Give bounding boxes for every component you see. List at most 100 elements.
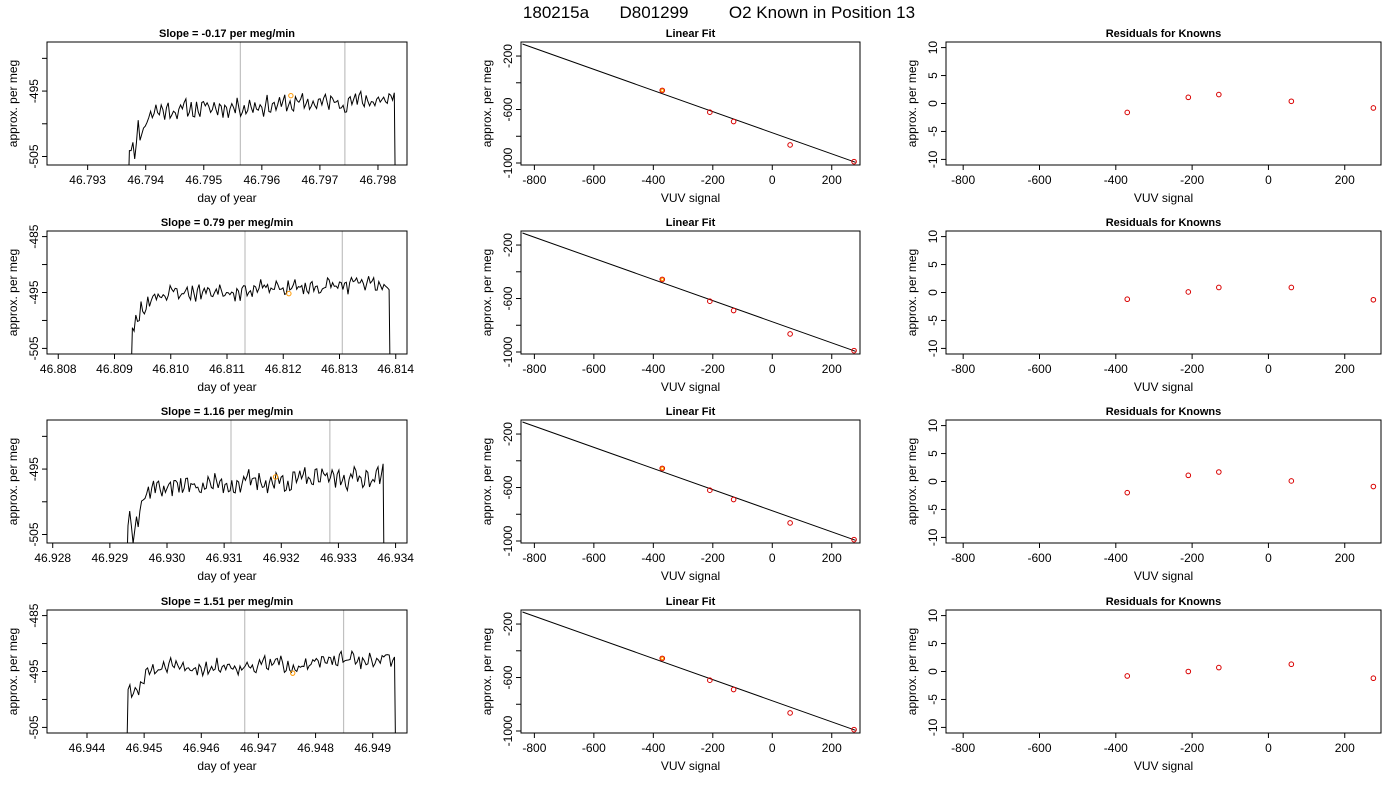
x-tick-label: 0	[1265, 741, 1272, 755]
y-tick-label: -10	[926, 718, 940, 736]
figure-title-run-id: 180215a	[523, 3, 590, 22]
y-tick-label: -495	[27, 79, 41, 103]
known-point	[1288, 478, 1295, 484]
x-tick-label: -600	[582, 173, 606, 187]
known-point	[787, 142, 793, 148]
y-tick-label: -200	[501, 44, 515, 68]
x-tick-label: 0	[769, 362, 776, 376]
y-tick-label: -505	[27, 522, 41, 546]
plot-area	[126, 610, 396, 733]
x-tick-label: 46.813	[321, 362, 358, 376]
plot-frame	[520, 230, 861, 355]
y-axis-label: approx. per meg	[6, 438, 20, 525]
x-tick-label: 46.809	[96, 362, 133, 376]
highlight-marker	[660, 656, 665, 661]
x-tick-label: 46.796	[243, 173, 280, 187]
y-axis-label: approx. per meg	[6, 60, 20, 147]
x-tick-label: 46.948	[297, 741, 334, 755]
plot-frame	[46, 609, 408, 734]
x-axis-label: VUV signal	[1134, 191, 1193, 205]
plot-frame	[46, 230, 408, 355]
plot-frame	[520, 41, 861, 166]
known-point	[851, 726, 857, 733]
y-tick-label: -600	[501, 475, 515, 499]
plot-area	[1124, 469, 1377, 496]
x-axis-label: VUV signal	[661, 191, 720, 205]
plot-area	[1124, 91, 1377, 116]
y-tick-label: -505	[27, 336, 41, 360]
plot-area	[1124, 284, 1377, 303]
x-tick-label: 46.798	[360, 173, 397, 187]
x-tick-label: 0	[1265, 173, 1272, 187]
y-tick-label: -495	[27, 457, 41, 481]
x-tick-label: -600	[1027, 741, 1051, 755]
known-point	[707, 487, 713, 493]
x-axis-label: day of year	[197, 569, 256, 583]
highlight-marker	[660, 88, 665, 93]
y-tick-label: -200	[501, 612, 515, 636]
x-tick-label: -400	[641, 173, 665, 187]
mean-point-marker	[272, 474, 279, 480]
known-point	[1185, 668, 1192, 675]
x-tick-label: 46.928	[34, 551, 71, 565]
x-tick-label: -800	[951, 551, 975, 565]
known-point	[851, 347, 857, 354]
plot-area	[1124, 661, 1377, 682]
plot-frame	[520, 609, 861, 734]
known-point	[1185, 94, 1192, 101]
x-tick-label: -200	[1180, 551, 1204, 565]
y-tick-label: -10	[926, 339, 940, 357]
figure-title-position: O2 Known in Position 13	[729, 3, 915, 22]
panel-residuals-row-2: Residuals for Knowns VUV signal approx. pe…	[905, 217, 1382, 394]
fit-line	[522, 43, 856, 163]
x-tick-label: -600	[582, 741, 606, 755]
y-tick-label: -505	[27, 715, 41, 739]
y-tick-label: -1000	[501, 715, 515, 746]
x-tick-label: -200	[701, 741, 725, 755]
plot-area	[522, 232, 857, 354]
y-tick-label: -485	[27, 224, 41, 248]
known-point	[707, 109, 713, 115]
x-tick-label: 46.810	[152, 362, 189, 376]
x-tick-label: -200	[701, 173, 725, 187]
known-point	[1216, 284, 1222, 291]
y-tick-label: 0	[926, 668, 940, 675]
y-axis-label: approx. per meg	[480, 628, 494, 715]
y-tick-label: -5	[926, 126, 940, 137]
y-tick-label: -495	[27, 659, 41, 683]
panel-title: Slope = 1.51 per meg/min	[161, 596, 294, 608]
y-axis-label: approx. per meg	[905, 249, 919, 336]
highlight-known-point	[659, 87, 666, 94]
x-tick-label: 200	[822, 551, 842, 565]
plot-area	[128, 42, 396, 165]
x-tick-label: 0	[1265, 551, 1272, 565]
highlight-marker	[660, 466, 665, 471]
y-tick-label: -10	[926, 150, 940, 168]
y-tick-label: 0	[926, 100, 940, 107]
x-tick-label: 200	[1335, 173, 1355, 187]
y-tick-label: -200	[501, 233, 515, 257]
panel-timeseries-row-1: Slope = -0.17 per meg/min day of year appr…	[6, 28, 408, 205]
x-tick-label: 46.797	[302, 173, 339, 187]
x-tick-label: -600	[582, 362, 606, 376]
plot-area	[522, 421, 857, 543]
y-tick-label: -600	[501, 97, 515, 121]
x-axis-label: VUV signal	[1134, 380, 1193, 394]
x-tick-label: 46.930	[149, 551, 186, 565]
known-point	[787, 710, 793, 716]
x-tick-label: -400	[1104, 551, 1128, 565]
known-point	[1216, 469, 1222, 475]
y-tick-label: -5	[926, 694, 940, 705]
known-point	[851, 536, 857, 543]
y-axis-label: approx. per meg	[6, 628, 20, 715]
panel-title: Residuals for Knowns	[1106, 596, 1222, 608]
x-tick-label: 46.811	[209, 362, 245, 376]
x-axis-label: VUV signal	[1134, 759, 1193, 773]
x-tick-label: -200	[701, 551, 725, 565]
x-axis-label: day of year	[197, 380, 256, 394]
y-axis-label: approx. per meg	[905, 60, 919, 147]
x-axis-label: day of year	[197, 191, 256, 205]
x-axis-label: VUV signal	[1134, 569, 1193, 583]
